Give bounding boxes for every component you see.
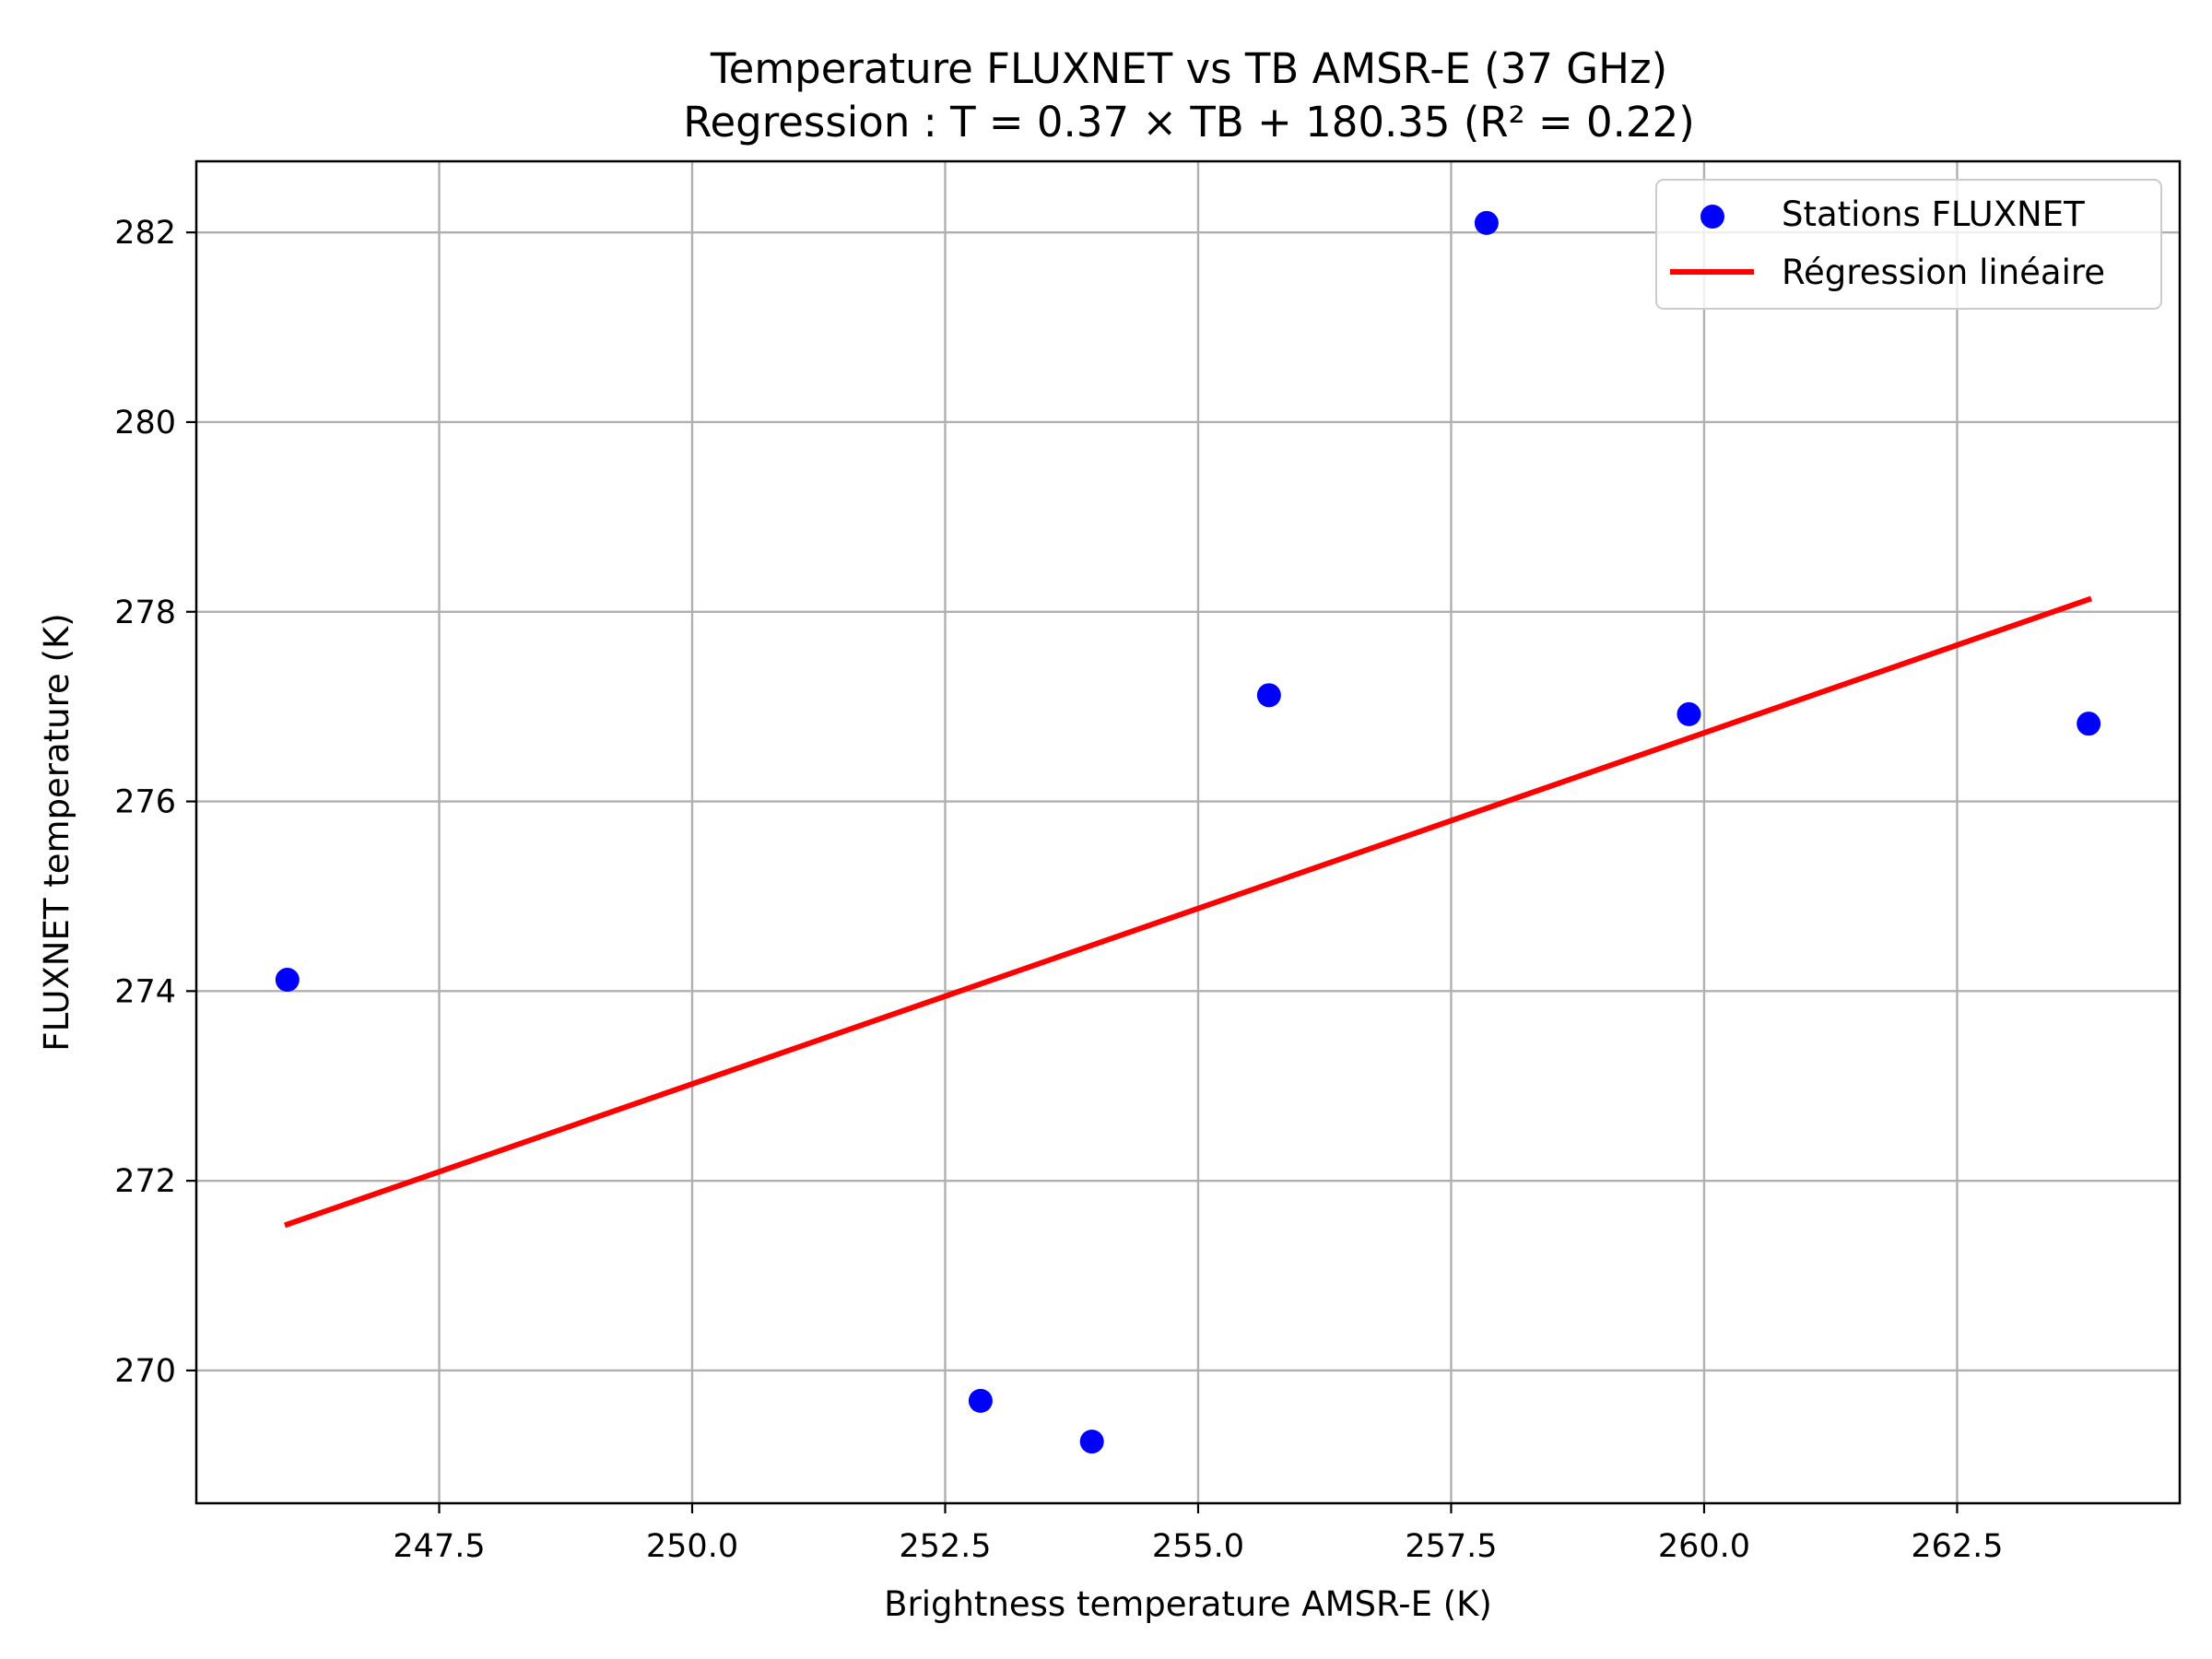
chart-subtitle: Regression : T = 0.37 × TB + 180.35 (R² … <box>683 98 1695 147</box>
regression-line <box>283 595 2093 1229</box>
scatter-point <box>2077 712 2101 736</box>
scatter-point <box>1474 210 1499 235</box>
x-tick-label: 260.0 <box>1658 1528 1750 1565</box>
x-tick-label: 247.5 <box>393 1528 485 1565</box>
x-axis-ticks: 247.5 250.0 252.5 255.0 257.5 260.0 262.5 <box>393 1503 2004 1565</box>
chart-title: Temperature FLUXNET vs TB AMSR-E (37 GHz… <box>710 44 1667 93</box>
legend-label-regression: Régression linéaire <box>1782 253 2105 292</box>
x-tick-label: 252.5 <box>899 1528 991 1565</box>
y-tick-label: 272 <box>114 1163 176 1200</box>
y-tick-label: 274 <box>114 973 176 1010</box>
y-tick-label: 282 <box>114 215 176 252</box>
plot-frame <box>194 159 2182 1505</box>
legend-label-stations: Stations FLUXNET <box>1782 194 2085 234</box>
regression-layer <box>283 595 2093 1229</box>
scatter-point <box>1677 701 1701 726</box>
x-tick-label: 255.0 <box>1152 1528 1244 1565</box>
legend-marker-stations <box>1700 205 1724 229</box>
y-tick-label: 270 <box>114 1353 176 1390</box>
scatter-point <box>968 1388 993 1413</box>
scatter-layer <box>275 210 2101 1454</box>
scatter-point <box>1079 1430 1104 1454</box>
legend: Stations FLUXNET Régression linéaire <box>1655 179 2162 310</box>
y-axis-label: FLUXNET temperature (K) <box>37 613 76 1051</box>
x-axis-label: Brightness temperature AMSR-E (K) <box>884 1584 1492 1624</box>
scatter-point <box>275 968 300 993</box>
scatter-point <box>1256 683 1281 708</box>
y-tick-label: 276 <box>114 784 176 821</box>
legend-box <box>1655 179 2162 310</box>
y-axis-ticks: 270 272 274 276 278 280 282 <box>114 215 196 1390</box>
x-tick-label: 257.5 <box>1405 1528 1497 1565</box>
x-tick-label: 262.5 <box>1911 1528 2003 1565</box>
grid <box>196 161 2180 1503</box>
y-tick-label: 278 <box>114 594 176 631</box>
x-tick-label: 250.0 <box>646 1528 738 1565</box>
y-tick-label: 280 <box>114 405 176 441</box>
